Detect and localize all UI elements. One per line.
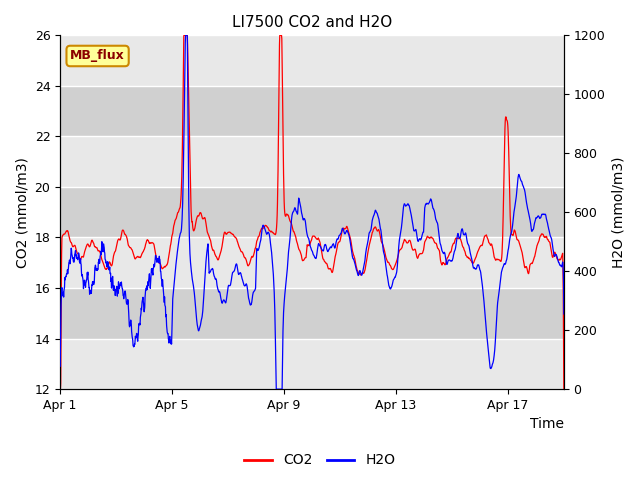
Text: MB_flux: MB_flux <box>70 49 125 62</box>
Legend: CO2, H2O: CO2, H2O <box>239 448 401 473</box>
Title: LI7500 CO2 and H2O: LI7500 CO2 and H2O <box>232 15 392 30</box>
Y-axis label: CO2 (mmol/m3): CO2 (mmol/m3) <box>15 157 29 268</box>
Bar <box>60 86 564 136</box>
Bar <box>60 136 564 187</box>
Bar <box>60 288 564 338</box>
Bar <box>60 187 564 238</box>
Bar <box>60 238 564 288</box>
X-axis label: Time: Time <box>530 418 564 432</box>
Bar <box>60 338 564 389</box>
Y-axis label: H2O (mmol/m3): H2O (mmol/m3) <box>611 156 625 268</box>
Bar <box>60 36 564 86</box>
